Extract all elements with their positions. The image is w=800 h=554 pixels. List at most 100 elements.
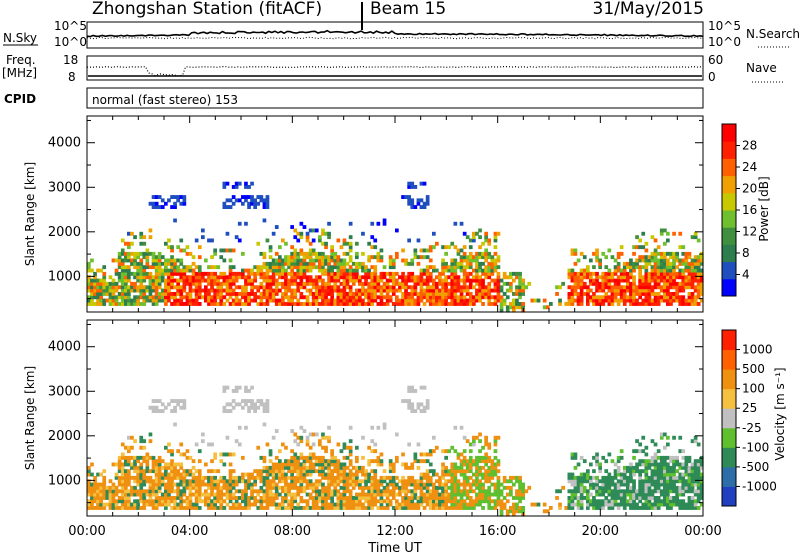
velocity-cell bbox=[659, 435, 664, 440]
power-cell bbox=[345, 268, 350, 273]
power-cell bbox=[644, 241, 649, 246]
velocity-cell bbox=[154, 482, 159, 487]
power-cell bbox=[296, 231, 301, 236]
power-cell bbox=[576, 275, 581, 280]
power-cell bbox=[157, 292, 162, 296]
velocity-cell bbox=[579, 492, 584, 497]
velocity-cell bbox=[696, 459, 701, 464]
velocity-cell bbox=[299, 469, 304, 474]
power-cell bbox=[468, 292, 473, 296]
power-cell bbox=[287, 255, 291, 260]
velocity-cell bbox=[425, 479, 430, 484]
velocity-cell bbox=[407, 399, 411, 403]
power-cell bbox=[247, 278, 251, 283]
velocity-cell bbox=[234, 389, 239, 393]
velocity-cell bbox=[567, 475, 572, 480]
power-cell bbox=[324, 292, 328, 296]
power-cell bbox=[182, 281, 187, 286]
velocity-cell bbox=[441, 499, 445, 504]
power-cell bbox=[321, 265, 325, 270]
power-cell bbox=[278, 255, 282, 260]
power-cell bbox=[407, 298, 411, 303]
velocity-cell bbox=[321, 465, 325, 470]
velocity-cell bbox=[124, 499, 128, 504]
colorbar-swatch bbox=[722, 278, 736, 297]
velocity-cell bbox=[453, 482, 458, 487]
power-cell bbox=[601, 275, 606, 280]
power-cell bbox=[669, 295, 673, 300]
velocity-cell bbox=[148, 489, 153, 494]
velocity-cell bbox=[274, 455, 279, 460]
power-cell bbox=[234, 271, 239, 276]
power-cell bbox=[287, 265, 291, 270]
power-cell bbox=[459, 285, 464, 290]
power-cell bbox=[299, 261, 304, 266]
velocity-cell bbox=[493, 439, 498, 444]
velocity-cell bbox=[278, 506, 282, 510]
velocity-cell bbox=[327, 489, 331, 494]
power-cell bbox=[576, 278, 581, 283]
power-cell bbox=[256, 241, 261, 246]
velocity-cell bbox=[401, 489, 405, 494]
velocity-cell bbox=[308, 506, 313, 510]
velocity-cell bbox=[595, 489, 599, 494]
velocity-cell bbox=[314, 496, 319, 500]
velocity-cell bbox=[669, 489, 673, 494]
power-cell bbox=[428, 245, 433, 250]
velocity-cell bbox=[145, 502, 150, 507]
power-cell bbox=[607, 271, 612, 276]
velocity-cell bbox=[690, 482, 695, 487]
velocity-cell bbox=[659, 469, 664, 474]
power-cell bbox=[253, 292, 257, 296]
power-cell bbox=[222, 205, 227, 209]
velocity-cell bbox=[468, 462, 473, 467]
velocity-cell bbox=[127, 492, 131, 497]
velocity-cell bbox=[656, 499, 661, 504]
velocity-cell bbox=[669, 506, 673, 510]
velocity-cell bbox=[259, 469, 264, 474]
power-cell bbox=[487, 285, 492, 290]
velocity-cell bbox=[216, 489, 221, 494]
power-cell bbox=[268, 278, 273, 283]
power-cell bbox=[468, 245, 473, 250]
power-cell bbox=[99, 288, 103, 293]
power-cell bbox=[234, 285, 239, 290]
power-cell bbox=[130, 231, 134, 236]
power-cell bbox=[650, 268, 655, 273]
velocity-cell bbox=[678, 489, 683, 494]
power-cell bbox=[361, 251, 365, 256]
power-cell bbox=[124, 278, 128, 283]
velocity-cell bbox=[182, 482, 187, 487]
power-cell bbox=[99, 278, 103, 283]
power-cell bbox=[515, 271, 519, 276]
velocity-cell bbox=[456, 482, 461, 487]
velocity-cell bbox=[675, 485, 679, 490]
velocity-cell bbox=[447, 479, 452, 484]
power-cell bbox=[419, 248, 424, 253]
velocity-cell bbox=[376, 492, 381, 497]
velocity-cell bbox=[228, 496, 233, 500]
power-cell bbox=[173, 258, 177, 263]
velocity-cell bbox=[447, 506, 452, 510]
power-cell bbox=[659, 278, 664, 283]
power-cell bbox=[216, 275, 221, 280]
velocity-cell bbox=[672, 479, 676, 484]
velocity-cell bbox=[188, 469, 193, 474]
velocity-cell bbox=[432, 502, 436, 507]
power-cell bbox=[182, 285, 187, 290]
velocity-cell bbox=[247, 502, 251, 507]
power-cell bbox=[598, 258, 602, 263]
velocity-cell bbox=[182, 479, 187, 484]
velocity-cell bbox=[401, 462, 405, 467]
power-cell bbox=[265, 198, 270, 203]
power-cell bbox=[622, 302, 627, 306]
velocity-cell bbox=[136, 489, 140, 494]
velocity-cell bbox=[259, 506, 264, 510]
velocity-cell bbox=[262, 479, 267, 484]
velocity-cell bbox=[468, 499, 473, 504]
power-cell bbox=[678, 271, 683, 276]
colorbar-tick-label: 8 bbox=[742, 246, 750, 260]
power-cell bbox=[308, 281, 313, 286]
velocity-cell bbox=[167, 499, 171, 504]
velocity-cell bbox=[672, 469, 676, 474]
